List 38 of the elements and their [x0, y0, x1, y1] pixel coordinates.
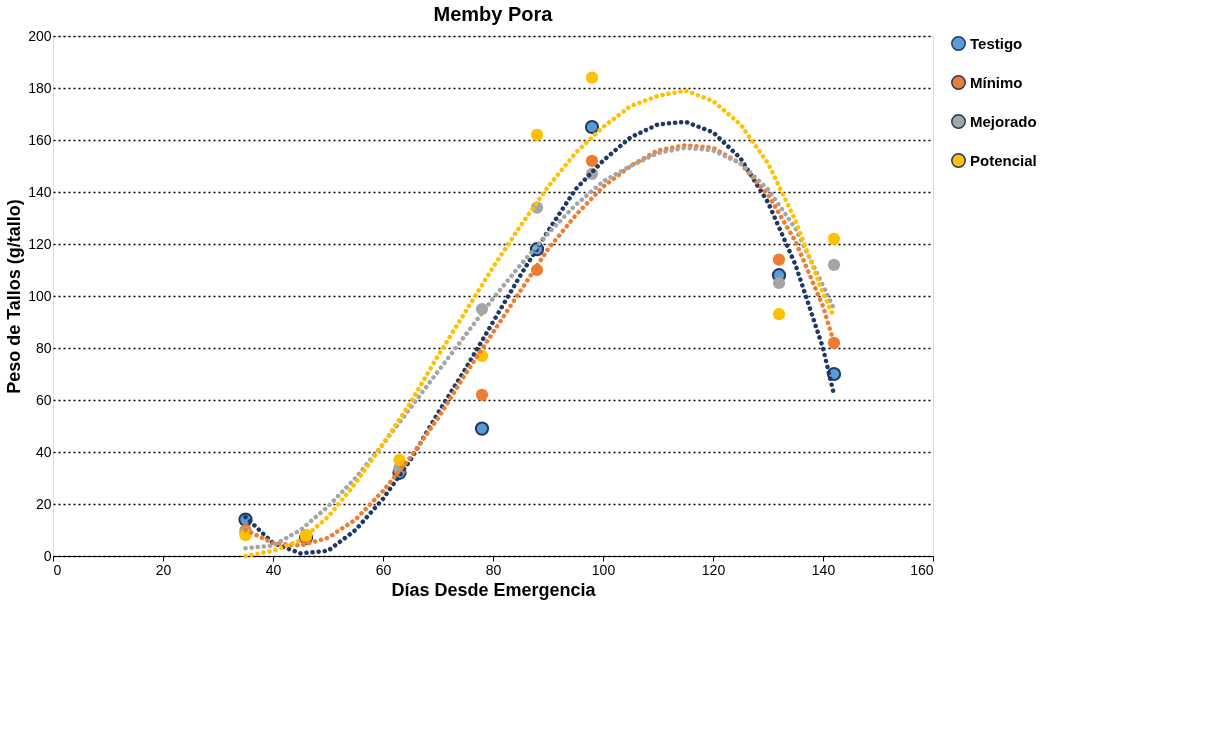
y-tick-label: 100 — [28, 287, 52, 304]
point — [827, 258, 841, 271]
y-tick-label: 20 — [35, 495, 52, 512]
x-tick-label: 100 — [591, 561, 616, 578]
point — [474, 421, 490, 436]
point — [584, 119, 600, 135]
chart-title: Memby Pora — [433, 3, 554, 25]
y-tick-label: 200 — [28, 27, 52, 44]
y-tick-label: 120 — [28, 235, 52, 252]
x-tick-label: 60 — [375, 561, 392, 578]
legend-label: Potencial — [970, 151, 1037, 169]
legend-label: Mínimo — [970, 73, 1023, 91]
x-tick-label: 20 — [155, 561, 172, 578]
point — [772, 276, 786, 290]
y-tick-label: 180 — [28, 79, 52, 96]
point — [585, 154, 599, 167]
point — [772, 253, 786, 266]
y-tick-label: 160 — [28, 131, 52, 148]
x-tick-label: 140 — [811, 561, 836, 578]
point — [772, 308, 786, 321]
x-tick-label: 80 — [485, 561, 502, 578]
y-tick-label: 0 — [43, 547, 52, 564]
legend-label: Testigo — [970, 34, 1023, 52]
point — [393, 453, 406, 466]
point — [475, 388, 489, 401]
point — [827, 232, 841, 245]
x-axis-title: Días Desde Emergencia — [391, 579, 597, 600]
point — [585, 71, 599, 84]
x-tick-label: 120 — [701, 561, 726, 578]
y-tick-label: 80 — [35, 339, 52, 356]
y-axis-title: Peso de Tallos (g/tallo) — [4, 199, 25, 394]
y-tick-label: 60 — [35, 391, 52, 408]
x-tick-label: 40 — [265, 561, 282, 578]
x-tick-label: 160 — [910, 561, 934, 578]
point — [530, 128, 544, 141]
y-tick-label: 140 — [28, 183, 52, 200]
legend-label: Mejorado — [970, 112, 1037, 130]
y-tick-label: 40 — [35, 443, 52, 460]
